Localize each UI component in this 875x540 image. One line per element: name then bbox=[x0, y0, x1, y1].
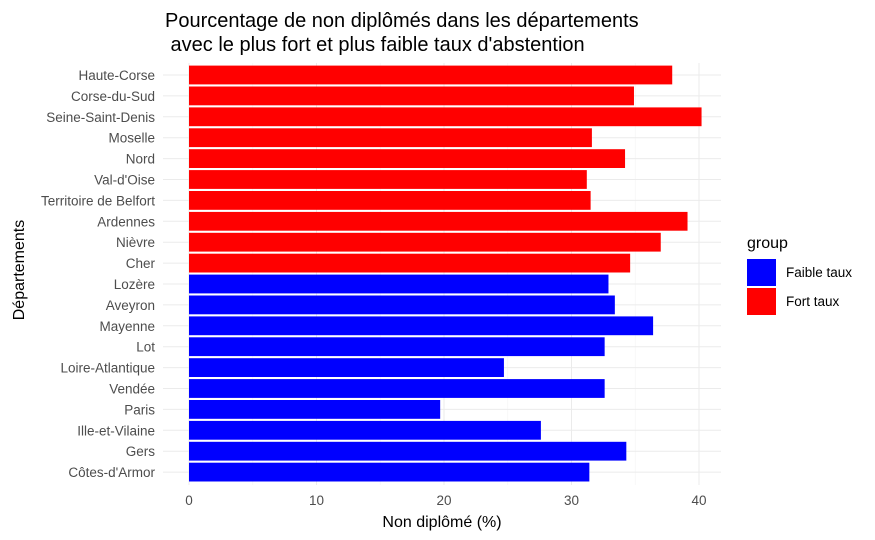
y-tick-label: Cher bbox=[126, 256, 156, 271]
y-tick-label: Seine-Saint-Denis bbox=[46, 110, 155, 125]
x-tick-label: 30 bbox=[564, 493, 579, 508]
y-tick-label: Territoire de Belfort bbox=[41, 193, 155, 208]
bar-moselle bbox=[189, 128, 592, 148]
bar-corse-du-sud bbox=[189, 86, 634, 106]
bar-ardennes bbox=[189, 211, 688, 231]
chart-title-line-2: avec le plus fort et plus faible taux d'… bbox=[165, 34, 585, 56]
bar-haute-corse bbox=[189, 65, 673, 85]
x-tick-label: 20 bbox=[436, 493, 451, 508]
bar-cher bbox=[189, 253, 631, 273]
y-tick-label: Lot bbox=[136, 340, 155, 355]
legend-title: group bbox=[747, 235, 788, 252]
bar-val-d-oise bbox=[189, 170, 587, 189]
y-tick-label: Val-d'Oise bbox=[94, 173, 155, 188]
bar-territoire-de-belfort bbox=[189, 191, 591, 210]
x-tick-label: 40 bbox=[691, 493, 706, 508]
x-tick-label: 0 bbox=[185, 493, 193, 508]
y-tick-label: Nord bbox=[126, 152, 155, 167]
x-axis-title: Non diplômé (%) bbox=[382, 514, 501, 531]
legend: group Faible taux Fort taux bbox=[747, 235, 852, 315]
y-tick-label: Paris bbox=[124, 402, 155, 417]
y-tick-label: Moselle bbox=[108, 131, 155, 146]
bar-aveyron bbox=[189, 295, 615, 315]
bar-paris bbox=[189, 400, 441, 419]
y-tick-label: Côtes-d'Armor bbox=[68, 465, 155, 480]
y-tick-label: Nièvre bbox=[116, 235, 155, 250]
y-tick-label: Mayenne bbox=[99, 319, 155, 334]
bar-vend-e bbox=[189, 379, 605, 398]
legend-label-faible-taux: Faible taux bbox=[786, 265, 852, 280]
x-tick-labels: 0 10 20 30 40 bbox=[185, 493, 706, 508]
y-tick-label: Aveyron bbox=[106, 298, 155, 313]
y-tick-label: Ille-et-Vilaine bbox=[77, 423, 155, 438]
bar-loire-atlantique bbox=[189, 358, 504, 377]
legend-swatch-fort-taux bbox=[747, 288, 776, 315]
y-tick-label: Gers bbox=[126, 444, 156, 459]
x-tick-label: 10 bbox=[309, 493, 324, 508]
y-tick-label: Loire-Atlantique bbox=[60, 361, 155, 376]
y-tick-label: Ardennes bbox=[97, 214, 155, 229]
bar-loz-re bbox=[189, 274, 609, 294]
bar-ille-et-vilaine bbox=[189, 420, 541, 440]
legend-label-fort-taux: Fort taux bbox=[786, 294, 840, 309]
y-tick-label: Haute-Corse bbox=[78, 68, 155, 83]
y-tick-labels: Haute-Corse Corse-du-Sud Seine-Saint-Denis… bbox=[41, 68, 156, 480]
bar-c-tes-d-armor bbox=[189, 462, 590, 482]
chart-title-line-1: Pourcentage de non diplômés dans les dép… bbox=[165, 10, 639, 32]
bar-lot bbox=[189, 337, 605, 357]
y-tick-label: Corse-du-Sud bbox=[71, 89, 155, 104]
bar-ni-vre bbox=[189, 232, 661, 252]
bar-nord bbox=[189, 149, 626, 168]
y-axis-title: Départements bbox=[11, 220, 28, 321]
y-tick-label: Lozère bbox=[114, 277, 155, 292]
legend-swatch-faible-taux bbox=[747, 259, 776, 286]
bar-gers bbox=[189, 441, 627, 461]
plot-area: Haute-Corse Corse-du-Sud Seine-Saint-Denis… bbox=[41, 63, 721, 508]
bar-mayenne bbox=[189, 316, 654, 336]
bar-seine-saint-denis bbox=[189, 107, 702, 127]
y-tick-label: Vendée bbox=[109, 382, 155, 397]
bars bbox=[189, 65, 702, 482]
